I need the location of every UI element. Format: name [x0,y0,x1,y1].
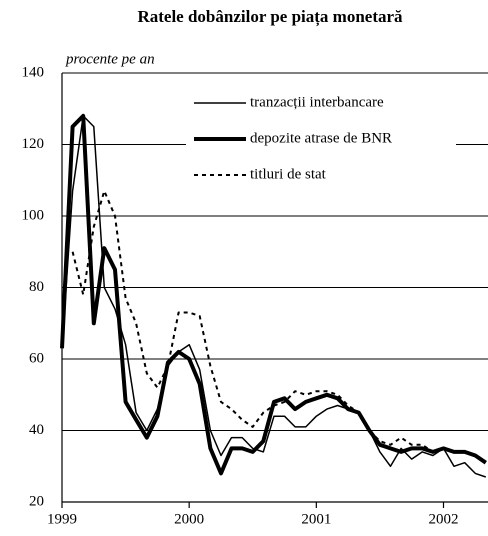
legend-label: titluri de stat [250,166,327,182]
series-line [71,190,444,453]
chart-title: Ratele dobânzilor pe piața monetară [137,7,403,27]
y-tick-label: 60 [29,350,44,366]
series-line [61,115,487,478]
subtitle-bg [63,50,195,72]
legend-label: tranzacții interbancare [250,94,384,110]
series-line [60,113,487,476]
y-tick-label: 120 [22,136,45,152]
x-tick-label: 2002 [428,511,458,527]
x-tick-label: 2001 [301,511,331,527]
legend-label: depozite atrase de BNR [250,130,392,146]
x-tick-label: 1999 [47,511,77,527]
y-tick-label: 40 [29,422,44,438]
y-tick-label: 20 [29,493,44,509]
y-tick-label: 80 [29,279,44,295]
x-tick-label: 2000 [174,511,204,527]
y-tick-label: 140 [22,64,45,80]
y-tick-label: 100 [22,207,45,223]
subtitle: procente pe an [65,51,155,67]
